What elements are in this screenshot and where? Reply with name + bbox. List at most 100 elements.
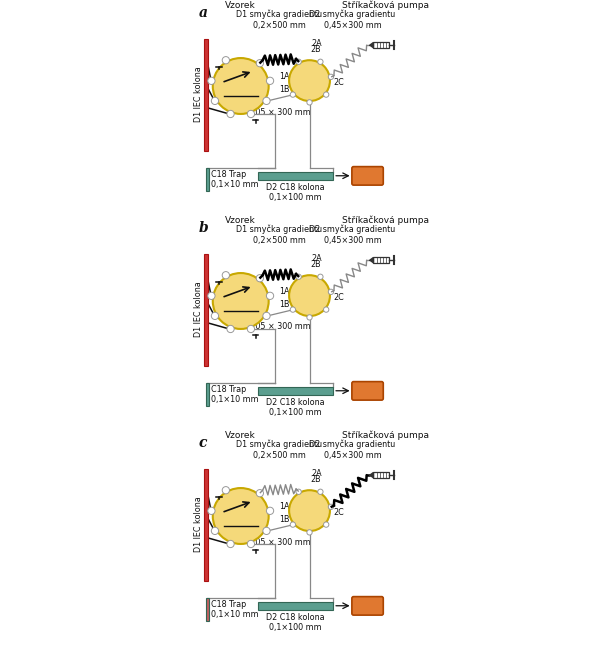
Circle shape <box>256 490 263 497</box>
Text: b: b <box>199 221 208 235</box>
Circle shape <box>296 274 301 279</box>
Polygon shape <box>370 43 373 48</box>
Text: 2B: 2B <box>310 475 321 484</box>
Text: 1A: 1A <box>280 502 290 511</box>
Text: 2C: 2C <box>333 78 344 87</box>
Text: 1A: 1A <box>280 287 290 296</box>
Circle shape <box>222 272 230 279</box>
Text: C18 Trap
0,1×10 mm: C18 Trap 0,1×10 mm <box>211 600 259 619</box>
Circle shape <box>307 100 312 105</box>
Text: Stříkačková pumpa: Stříkačková pumpa <box>342 430 429 440</box>
Bar <box>204 253 208 366</box>
Text: a: a <box>199 6 208 21</box>
Text: D1 IEC kolona: D1 IEC kolona <box>194 66 204 123</box>
Text: 2A: 2A <box>311 470 322 479</box>
Text: 0,05 × 300 mm: 0,05 × 300 mm <box>248 108 311 117</box>
Circle shape <box>324 92 329 97</box>
Bar <box>373 472 389 478</box>
Circle shape <box>266 507 274 515</box>
Text: D1 IEC kolona: D1 IEC kolona <box>194 282 204 337</box>
Bar <box>258 602 333 610</box>
Text: 1B: 1B <box>280 300 290 309</box>
Text: D2 C18 kolona
0,1×100 mm: D2 C18 kolona 0,1×100 mm <box>266 183 325 202</box>
Text: D2 smyčka gradientu
0,45×300 mm: D2 smyčka gradientu 0,45×300 mm <box>309 224 396 244</box>
Circle shape <box>289 275 330 316</box>
Text: Detektor: Detektor <box>345 172 390 181</box>
Bar <box>373 43 389 48</box>
Text: D1 smyčka gradientu
0,2×500 mm: D1 smyčka gradientu 0,2×500 mm <box>236 224 323 244</box>
Circle shape <box>222 57 230 64</box>
Circle shape <box>324 307 329 312</box>
Text: Vzorek: Vzorek <box>225 1 256 10</box>
Circle shape <box>247 541 254 548</box>
Circle shape <box>263 97 270 104</box>
Bar <box>206 168 209 192</box>
Bar <box>206 598 209 621</box>
Text: 2B: 2B <box>310 45 321 54</box>
Circle shape <box>318 489 323 495</box>
Circle shape <box>307 530 312 535</box>
Text: 2C: 2C <box>333 293 344 303</box>
Circle shape <box>227 541 234 548</box>
Circle shape <box>296 489 301 495</box>
Circle shape <box>213 488 269 544</box>
Text: D1 smyčka gradientu
0,2×500 mm: D1 smyčka gradientu 0,2×500 mm <box>236 440 323 460</box>
Text: C18 Trap
0,1×10 mm: C18 Trap 0,1×10 mm <box>211 385 259 404</box>
Text: 2C: 2C <box>333 508 344 517</box>
Polygon shape <box>370 257 373 263</box>
Circle shape <box>211 97 219 104</box>
Text: D2 C18 kolona
0,1×100 mm: D2 C18 kolona 0,1×100 mm <box>266 398 325 417</box>
Text: Stříkačková pumpa: Stříkačková pumpa <box>342 215 429 224</box>
Bar <box>373 257 389 263</box>
Circle shape <box>318 274 323 279</box>
Polygon shape <box>370 472 373 478</box>
Text: c: c <box>199 437 207 450</box>
Text: 2B: 2B <box>310 260 321 269</box>
Circle shape <box>324 522 329 527</box>
Circle shape <box>289 490 330 531</box>
Circle shape <box>290 92 295 97</box>
Text: 2A: 2A <box>311 254 322 263</box>
Circle shape <box>227 110 234 117</box>
Circle shape <box>247 325 254 333</box>
Text: Vzorek: Vzorek <box>225 215 256 224</box>
Text: 1A: 1A <box>280 72 290 81</box>
FancyBboxPatch shape <box>352 382 384 400</box>
Circle shape <box>227 325 234 333</box>
Text: 0,05 × 300 mm: 0,05 × 300 mm <box>248 537 311 546</box>
Circle shape <box>329 74 333 79</box>
Text: Stříkačková pumpa: Stříkačková pumpa <box>342 0 429 10</box>
Bar <box>258 172 333 179</box>
Circle shape <box>318 59 323 64</box>
Circle shape <box>290 307 295 312</box>
Text: 0,05 × 300 mm: 0,05 × 300 mm <box>248 322 311 332</box>
Circle shape <box>208 77 215 84</box>
Circle shape <box>263 527 270 535</box>
Text: D2 smyčka gradientu
0,45×300 mm: D2 smyčka gradientu 0,45×300 mm <box>309 10 396 30</box>
Circle shape <box>211 527 219 535</box>
Circle shape <box>290 522 295 527</box>
Circle shape <box>289 60 330 101</box>
Bar <box>258 387 333 395</box>
Circle shape <box>256 275 263 282</box>
Text: Vzorek: Vzorek <box>225 431 256 440</box>
Text: C18 Trap
0,1×10 mm: C18 Trap 0,1×10 mm <box>211 170 259 189</box>
Circle shape <box>208 292 215 299</box>
Circle shape <box>266 77 274 84</box>
Circle shape <box>307 315 312 320</box>
Text: Detektor: Detektor <box>345 601 390 610</box>
Bar <box>204 39 208 150</box>
Circle shape <box>256 59 263 67</box>
Text: 2A: 2A <box>311 39 322 48</box>
Circle shape <box>266 292 274 299</box>
Text: D2 smyčka gradientu
0,45×300 mm: D2 smyčka gradientu 0,45×300 mm <box>309 440 396 460</box>
Text: Detektor: Detektor <box>345 386 390 395</box>
Circle shape <box>263 312 270 319</box>
Bar <box>204 469 208 580</box>
Text: 1B: 1B <box>280 515 290 524</box>
Circle shape <box>247 110 254 117</box>
Circle shape <box>296 59 301 64</box>
FancyBboxPatch shape <box>352 597 384 615</box>
Circle shape <box>329 289 333 295</box>
Text: D2 C18 kolona
0,1×100 mm: D2 C18 kolona 0,1×100 mm <box>266 613 325 632</box>
